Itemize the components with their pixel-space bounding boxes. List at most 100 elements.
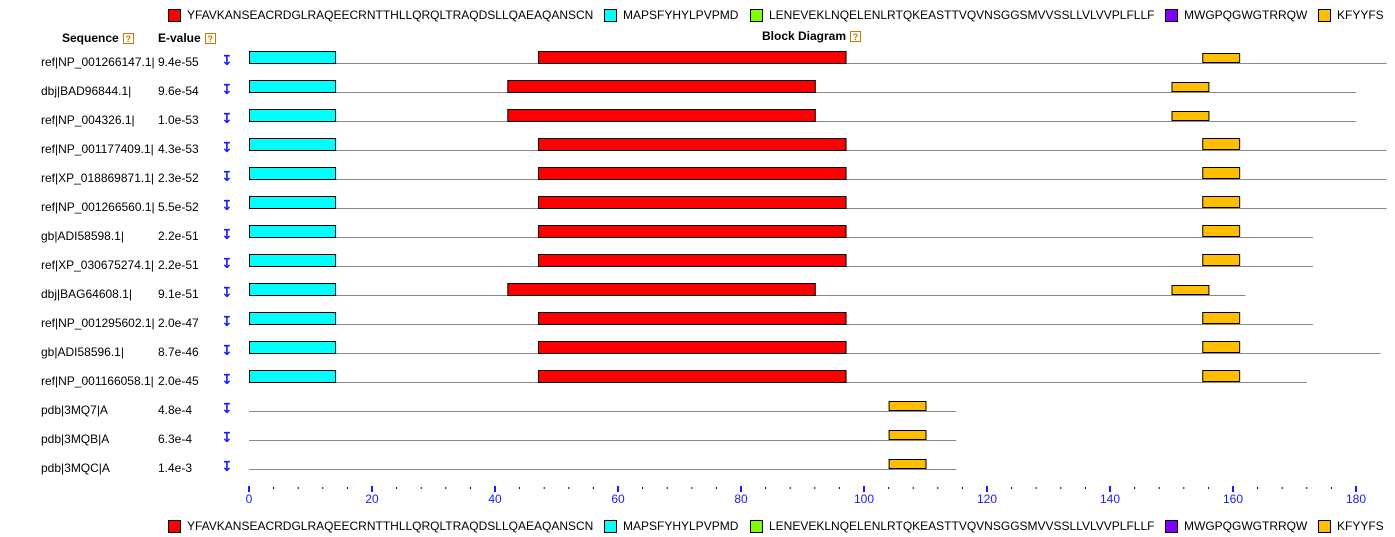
sequence-id[interactable]: dbj|BAG64608.1|: [41, 287, 132, 301]
evalue: 4.8e-4: [158, 403, 193, 417]
legend-item-4: MWGPQGWGTRRQW: [1165, 516, 1307, 536]
expand-arrow-icon[interactable]: ↧: [221, 458, 233, 474]
motif-block-red: [538, 254, 847, 267]
sequence-id[interactable]: dbj|BAD96844.1|: [41, 84, 132, 98]
sequence-id[interactable]: ref|NP_001295602.1|: [41, 316, 155, 330]
legend-swatch-purple: [1165, 519, 1178, 533]
motif-block-orange: [1202, 225, 1241, 237]
evalue: 4.3e-53: [158, 142, 199, 156]
expand-arrow-icon[interactable]: ↧: [221, 81, 233, 97]
motif-block-red: [507, 283, 816, 296]
motif-block-orange: [1171, 82, 1210, 92]
legend-item-4: MWGPQGWGTRRQW: [1165, 5, 1307, 25]
motif-block-red: [538, 370, 847, 383]
motif-block-red: [538, 225, 847, 238]
motif-block-cyan: [249, 283, 337, 296]
expand-arrow-icon[interactable]: ↧: [221, 284, 233, 300]
legend-swatch-orange: [1318, 8, 1331, 22]
legend-label: KFYYFS: [1337, 8, 1384, 22]
sequence-id[interactable]: ref|XP_018869871.1|: [41, 171, 154, 185]
expand-arrow-icon[interactable]: ↧: [221, 197, 233, 213]
motif-block-red: [538, 167, 847, 180]
motif-block-cyan: [249, 80, 337, 93]
axis-tick-label: 0: [246, 492, 253, 506]
expand-arrow-icon[interactable]: ↧: [221, 226, 233, 242]
legend-swatch-red: [168, 519, 181, 533]
legend-label: MAPSFYHYLPVPMD: [623, 8, 739, 22]
sequence-id[interactable]: pdb|3MQ7|A: [41, 403, 108, 417]
motif-block-red: [538, 196, 847, 209]
legend-label: MWGPQGWGTRRQW: [1184, 8, 1308, 22]
sequence-id[interactable]: gb|ADI58598.1|: [41, 229, 124, 243]
evalue: 9.6e-54: [158, 84, 199, 98]
table-row: gb|ADI58598.1| 2.2e-51 ↧: [0, 222, 1395, 251]
legend-item-5: KFYYFS: [1318, 5, 1384, 25]
block-diagram-header: Block Diagram ?: [762, 29, 862, 43]
legend-item-2: MAPSFYHYLPVPMD: [604, 516, 738, 536]
expand-arrow-icon[interactable]: ↧: [221, 371, 233, 387]
expand-arrow-icon[interactable]: ↧: [221, 400, 233, 416]
legend-label: LENEVEKLNQELENLRTQKEASTTVQVNSGGSMVVSSLLV…: [769, 8, 1155, 22]
sequence-id[interactable]: ref|XP_030675274.1|: [41, 258, 154, 272]
motif-block-orange: [1171, 285, 1210, 295]
sequence-id[interactable]: pdb|3MQC|A: [41, 461, 110, 475]
sequence-header: Sequence ?: [62, 31, 134, 45]
motif-block-cyan: [249, 370, 337, 383]
help-icon[interactable]: ?: [122, 32, 134, 44]
motif-block-orange: [1202, 312, 1241, 324]
table-row: ref|NP_001295602.1| 2.0e-47 ↧: [0, 309, 1395, 338]
sequence-id[interactable]: ref|NP_001177409.1|: [41, 142, 154, 156]
axis-tick-label: 80: [734, 492, 748, 506]
legend-label: MWGPQGWGTRRQW: [1184, 519, 1308, 533]
axis-tick-label: 20: [365, 492, 379, 506]
legend-label: KFYYFS: [1337, 519, 1384, 533]
motif-block-orange: [1202, 53, 1241, 63]
expand-arrow-icon[interactable]: ↧: [221, 255, 233, 271]
expand-arrow-icon[interactable]: ↧: [221, 429, 233, 445]
expand-arrow-icon[interactable]: ↧: [221, 313, 233, 329]
evalue: 5.5e-52: [158, 200, 199, 214]
sequence-id[interactable]: ref|NP_001266147.1|: [41, 55, 155, 69]
motif-block-orange: [1202, 167, 1241, 179]
sequence-id[interactable]: ref|NP_001266560.1|: [41, 200, 155, 214]
sequence-id[interactable]: ref|NP_004326.1|: [41, 113, 135, 127]
motif-block-orange: [1202, 370, 1241, 382]
legend-item-5: KFYYFS: [1318, 516, 1384, 536]
evalue: 9.1e-51: [158, 287, 199, 301]
legend-label: LENEVEKLNQELENLRTQKEASTTVQVNSGGSMVVSSLLV…: [769, 519, 1155, 533]
expand-arrow-icon[interactable]: ↧: [221, 52, 233, 68]
table-row: pdb|3MQB|A 6.3e-4 ↧: [0, 425, 1395, 454]
help-icon[interactable]: ?: [850, 30, 862, 42]
sequence-id[interactable]: gb|ADI58596.1|: [41, 345, 124, 359]
axis-tick-label: 140: [1100, 492, 1120, 506]
expand-arrow-icon[interactable]: ↧: [221, 110, 233, 126]
motif-block-red: [538, 51, 847, 64]
expand-arrow-icon[interactable]: ↧: [221, 342, 233, 358]
motif-block-cyan: [249, 51, 337, 64]
motif-block-red: [538, 341, 847, 354]
legend-swatch-purple: [1165, 8, 1178, 22]
axis-tick-label: 180: [1346, 492, 1366, 506]
table-row: ref|XP_018869871.1| 2.3e-52 ↧: [0, 164, 1395, 193]
legend-item-2: MAPSFYHYLPVPMD: [604, 5, 738, 25]
help-icon[interactable]: ?: [204, 32, 216, 44]
motif-block-red: [507, 109, 816, 122]
evalue: 2.0e-47: [158, 316, 199, 330]
table-row: dbj|BAD96844.1| 9.6e-54 ↧: [0, 77, 1395, 106]
legend-top: YFAVKANSEACRDGLRAQEECRNTTHLLQRQLTRAQDSLL…: [0, 5, 1395, 25]
evalue-header: E-value ?: [158, 31, 216, 45]
legend-item-3: LENEVEKLNQELENLRTQKEASTTVQVNSGGSMVVSSLLV…: [750, 5, 1154, 25]
expand-arrow-icon[interactable]: ↧: [221, 168, 233, 184]
block-diagram-header-label: Block Diagram: [762, 29, 847, 43]
evalue: 8.7e-46: [158, 345, 199, 359]
legend-swatch-cyan: [604, 8, 617, 22]
sequence-id[interactable]: pdb|3MQB|A: [41, 432, 110, 446]
motif-block-cyan: [249, 138, 337, 151]
sequence-id[interactable]: ref|NP_001166058.1|: [41, 374, 154, 388]
evalue: 2.2e-51: [158, 258, 199, 272]
motif-block-cyan: [249, 196, 337, 209]
expand-arrow-icon[interactable]: ↧: [221, 139, 233, 155]
table-row: ref|XP_030675274.1| 2.2e-51 ↧: [0, 251, 1395, 280]
axis-tick-label: 60: [611, 492, 625, 506]
table-row: ref|NP_001266560.1| 5.5e-52 ↧: [0, 193, 1395, 222]
